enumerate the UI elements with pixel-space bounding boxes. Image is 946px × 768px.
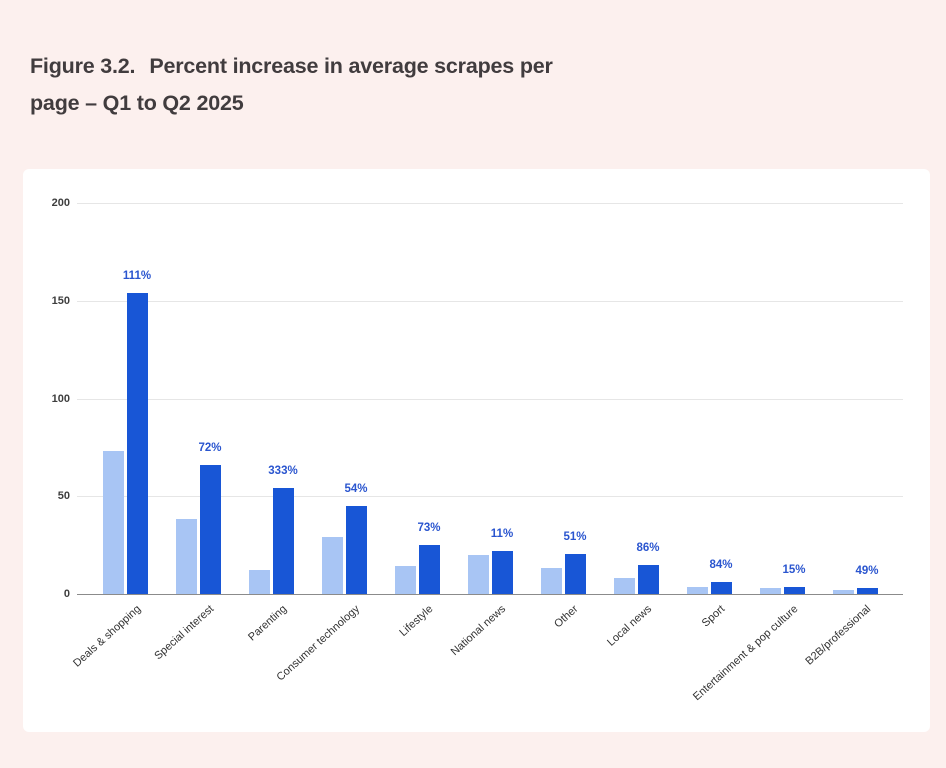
bar-q2 bbox=[126, 293, 148, 594]
bar-q2 bbox=[710, 582, 732, 594]
bar-q1 bbox=[540, 567, 562, 594]
bar-value-label: 84% bbox=[709, 559, 733, 572]
bar-q1 bbox=[467, 554, 489, 594]
x-category-label: Consumer technology bbox=[274, 603, 363, 684]
bar-q2 bbox=[418, 545, 440, 594]
bar-q1 bbox=[102, 451, 124, 594]
bar-q2 bbox=[345, 506, 367, 594]
y-tick-label: 150 bbox=[51, 294, 70, 307]
bar-q2 bbox=[564, 553, 586, 594]
bar-q1 bbox=[759, 588, 781, 594]
bar-value-label: 111% bbox=[122, 270, 152, 283]
bar-value-label: 51% bbox=[563, 530, 587, 543]
x-category-label: Other bbox=[552, 603, 582, 631]
figure-title-line1: Percent increase in average scrapes per bbox=[149, 54, 553, 78]
bar-value-label: 49% bbox=[855, 565, 879, 578]
y-tick-label: 0 bbox=[63, 588, 70, 600]
grid-line bbox=[77, 203, 903, 205]
bar-q1 bbox=[175, 518, 197, 594]
bar-q2 bbox=[491, 551, 513, 594]
bar-value-label: 54% bbox=[344, 483, 368, 496]
grid-line bbox=[77, 398, 903, 400]
x-category-label: Lifestyle bbox=[397, 603, 436, 639]
grid-line bbox=[77, 496, 903, 498]
bar-chart: 0 50 100 150 200 111% Deals & shopping 72% Speci… bbox=[23, 169, 930, 732]
bar-q1 bbox=[613, 578, 635, 594]
chart-card: 0 50 100 150 200 111% Deals & shopping 72% Speci… bbox=[23, 169, 930, 732]
bar-value-label: 73% bbox=[417, 522, 441, 535]
y-tick-label: 200 bbox=[51, 197, 70, 210]
x-category-label: Special interest bbox=[152, 603, 217, 663]
bar-q1 bbox=[832, 590, 854, 594]
x-category-label: Sport bbox=[699, 603, 728, 630]
x-category-label: B2B/professional bbox=[803, 603, 874, 668]
bar-q2 bbox=[199, 465, 221, 594]
x-category-label: Local news bbox=[605, 603, 655, 649]
figure-title: Figure 3.2. Percent increase in average s… bbox=[30, 48, 553, 122]
x-category-label: National news bbox=[448, 603, 509, 659]
y-tick-label: 100 bbox=[51, 392, 70, 405]
bar-q2 bbox=[783, 587, 805, 594]
x-axis-line bbox=[77, 594, 903, 595]
figure-number: Figure 3.2. bbox=[30, 54, 136, 78]
grid-line bbox=[77, 300, 903, 302]
x-category-label: Deals & shopping bbox=[70, 603, 144, 670]
bar-value-label: 86% bbox=[636, 541, 660, 554]
bar-value-label: 72% bbox=[198, 442, 222, 455]
bar-q2 bbox=[272, 488, 294, 594]
bar-q2 bbox=[637, 564, 659, 594]
x-category-label: Parenting bbox=[246, 603, 290, 644]
bar-q1 bbox=[321, 537, 343, 594]
figure-title-line2: page – Q1 to Q2 2025 bbox=[30, 91, 244, 115]
bar-q2 bbox=[856, 588, 878, 594]
y-tick-label: 50 bbox=[57, 490, 70, 503]
bar-q1 bbox=[686, 587, 708, 594]
bar-q1 bbox=[248, 569, 270, 594]
bar-value-label: 15% bbox=[782, 564, 806, 577]
bar-value-label: 333% bbox=[268, 465, 298, 478]
bar-q1 bbox=[394, 565, 416, 594]
bar-value-label: 11% bbox=[490, 528, 514, 540]
